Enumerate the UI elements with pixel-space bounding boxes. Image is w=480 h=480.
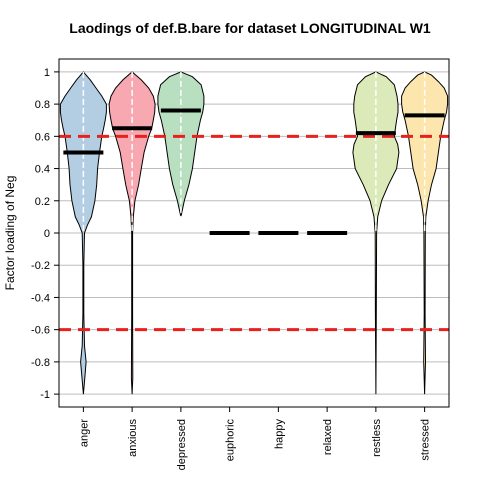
y-tick-label: 1	[44, 67, 50, 79]
x-tick-label-depressed: depressed	[176, 419, 188, 470]
y-axis-label: Factor loading of Neg	[3, 176, 17, 291]
y-tick-label: 0.2	[35, 196, 50, 208]
y-tick-label: -0.6	[31, 325, 50, 337]
y-tick-label: -1	[40, 389, 50, 401]
x-tick-label-anxious: anxious	[127, 419, 139, 457]
y-tick-label: 0.8	[35, 99, 50, 111]
threshold-lines	[59, 134, 449, 332]
x-tick-label-euphoric: euphoric	[225, 419, 237, 462]
x-tick-label-restless: restless	[371, 419, 383, 457]
x-tick-label-anger: anger	[78, 419, 90, 447]
x-tick-label-relaxed: relaxed	[322, 419, 334, 455]
x-tick-label-stressed: stressed	[420, 419, 432, 461]
axes: 1 0.8 0.6 0.4 0.2 0 -0.2 -0.4 -0.6 -0.8 -1 anger anx…	[31, 67, 432, 470]
y-tick-label: 0	[44, 228, 50, 240]
violin-restless	[352, 71, 400, 395]
y-tick-label: -0.4	[31, 292, 50, 304]
violin-anxious	[108, 71, 156, 395]
y-tick-label: 0.4	[35, 164, 50, 176]
y-tick-label: -0.8	[31, 357, 50, 369]
x-tick-label-happy: happy	[273, 419, 285, 449]
violin-stressed	[401, 71, 449, 395]
y-tick-label: 0.6	[35, 131, 50, 143]
mean-bars	[63, 108, 445, 235]
chart-title: Laodings of def.B.bare for dataset LONGI…	[69, 20, 431, 36]
y-tick-label: -0.2	[31, 260, 50, 272]
